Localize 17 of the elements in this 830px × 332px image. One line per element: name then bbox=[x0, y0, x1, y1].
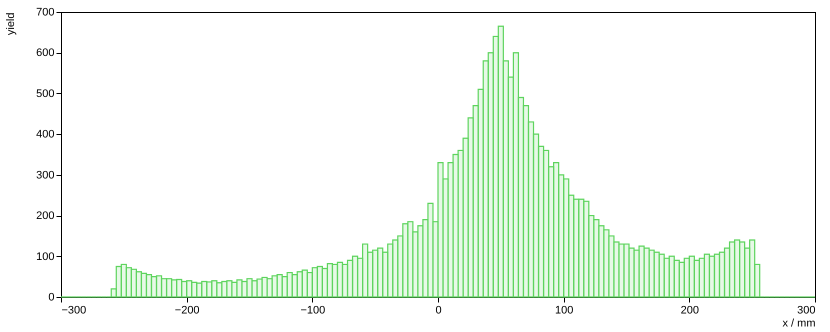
x-tick-label: 200 bbox=[680, 304, 700, 316]
x-axis-title: x / mm bbox=[782, 318, 816, 330]
y-tick-label: 0 bbox=[48, 292, 54, 304]
x-tick-label: 0 bbox=[435, 304, 442, 316]
y-tick-label: 100 bbox=[36, 250, 54, 263]
y-tick-label: 700 bbox=[36, 6, 54, 18]
y-axis-title: yield bbox=[5, 12, 18, 36]
y-tick-label: 400 bbox=[36, 128, 54, 141]
y-tick-label: 200 bbox=[36, 210, 54, 222]
y-tick-label: 600 bbox=[36, 47, 54, 60]
x-tick-label: 100 bbox=[554, 304, 574, 316]
x-tick-label: 300 bbox=[797, 304, 816, 316]
y-tick-label: 300 bbox=[36, 169, 54, 182]
x-tick-label: −100 bbox=[300, 304, 326, 316]
y-tick-label: 500 bbox=[36, 88, 54, 100]
x-tick-label: −300 bbox=[62, 304, 86, 316]
x-tick-label: −200 bbox=[174, 304, 200, 316]
